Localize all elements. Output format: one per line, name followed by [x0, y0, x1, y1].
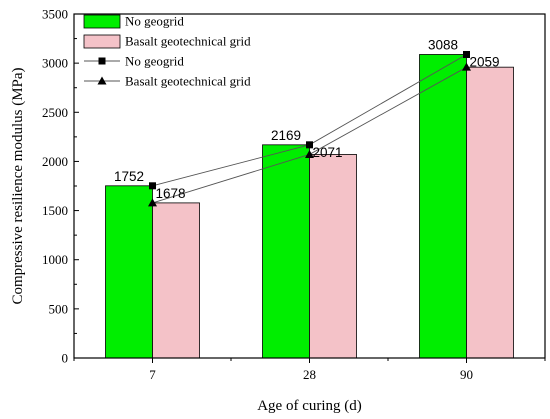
bar-series-2-90 — [466, 66, 514, 359]
bar-series-1-90 — [419, 54, 467, 359]
data-label-1752: 1752 — [114, 169, 144, 184]
y-tick-label-2000: 2000 — [42, 154, 68, 169]
legend-label-3: No geogrid — [125, 54, 184, 69]
x-axis: 7 28 90 — [73, 358, 546, 382]
legend-swatch-1 — [83, 14, 121, 29]
bars-layer — [105, 54, 514, 359]
bar-series-2-7 — [152, 202, 200, 359]
marker-square-7 — [149, 182, 156, 190]
bar-series-1-7 — [105, 185, 153, 359]
legend-marker-square — [98, 57, 106, 65]
bar-series-2-28 — [309, 154, 357, 359]
data-label-2169: 2169 — [271, 128, 301, 143]
x-tick-label-7: 7 — [149, 367, 156, 382]
marker-triangle-7 — [148, 198, 157, 207]
marker-square-90 — [463, 50, 470, 58]
legend: No geogrid Basalt geotechnical grid No geo… — [83, 14, 251, 89]
bar-series-1-28 — [262, 144, 310, 359]
y-tick-label-3500: 3500 — [42, 7, 68, 22]
marker-triangle-90 — [462, 62, 471, 71]
legend-swatch-2 — [83, 34, 121, 49]
data-label-1678: 1678 — [156, 186, 186, 201]
data-labels-layer: 1752 1678 2169 2071 3088 2059 — [114, 37, 500, 200]
marker-square-28 — [306, 141, 313, 149]
y-tick-label-500: 500 — [49, 301, 69, 316]
y-tick-label-3000: 3000 — [42, 56, 68, 71]
x-axis-title: Age of curing (d) — [257, 398, 362, 414]
legend-label-4: Basalt geotechnical grid — [125, 74, 251, 89]
markers-layer — [148, 50, 471, 207]
data-label-3088: 3088 — [428, 37, 458, 52]
legend-label-2: Basalt geotechnical grid — [125, 34, 251, 49]
y-tick-label-1500: 1500 — [42, 203, 68, 218]
y-tick-label-2500: 2500 — [42, 105, 68, 120]
y-tick-label-1000: 1000 — [42, 252, 68, 267]
data-label-2059: 2059 — [470, 54, 500, 69]
legend-marker-triangle — [97, 76, 107, 85]
marker-triangle-28 — [305, 149, 314, 158]
data-label-2071: 2071 — [313, 145, 343, 160]
y-axis: 0 500 1000 1500 2000 2500 3000 3500 — [42, 7, 79, 366]
x-tick-label-28: 28 — [303, 367, 316, 382]
y-axis-title: Compressive resilience modulus (MPa) — [10, 67, 26, 304]
x-tick-label-90: 90 — [460, 367, 473, 382]
legend-label-1: No geogrid — [125, 14, 184, 29]
y-tick-label-0: 0 — [62, 351, 69, 366]
